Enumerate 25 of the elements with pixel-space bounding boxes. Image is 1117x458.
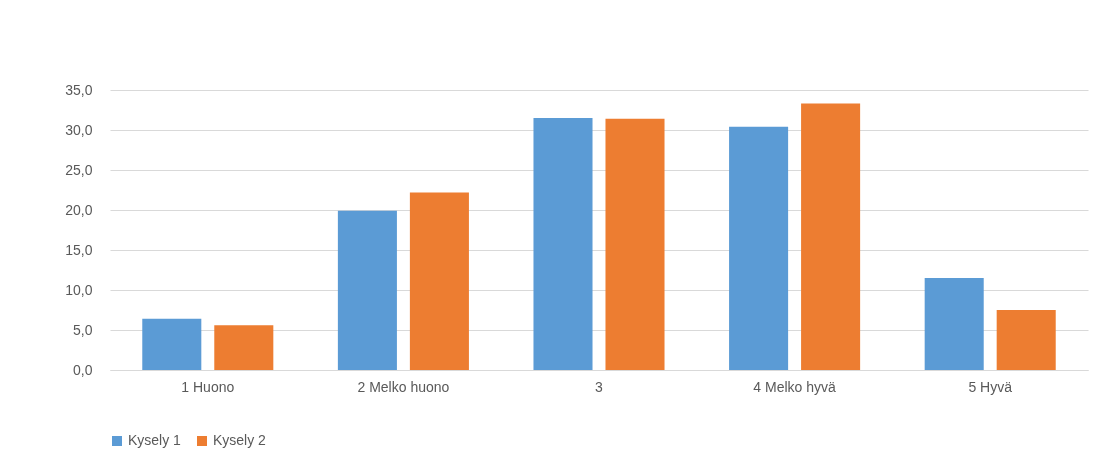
bar [214, 325, 274, 370]
y-tick-label: 5,0 [73, 321, 93, 338]
legend-label: Kysely 1 [128, 432, 182, 448]
y-tick-label: 20,0 [65, 201, 93, 218]
bar [409, 192, 469, 370]
bar [605, 118, 665, 370]
x-tick-label: 1 Huono [181, 378, 235, 395]
y-tick-label: 0,0 [73, 361, 93, 378]
bar [729, 126, 789, 370]
y-tick-label: 15,0 [65, 241, 93, 258]
legend-label: Kysely 2 [213, 432, 267, 448]
y-tick-label: 35,0 [65, 81, 93, 98]
x-tick-label: 5 Hyvä [968, 378, 1013, 395]
x-tick-label: 3 [595, 378, 604, 395]
bar [924, 278, 984, 370]
y-tick-label: 30,0 [65, 121, 93, 138]
bar [533, 118, 593, 370]
bar [996, 310, 1056, 370]
x-tick-label: 2 Melko huono [357, 378, 450, 395]
y-tick-label: 10,0 [65, 281, 93, 298]
x-tick-label: 4 Melko hyvä [753, 378, 837, 395]
bar [337, 210, 397, 370]
bar [801, 103, 861, 370]
bar [142, 318, 202, 370]
y-tick-label: 25,0 [65, 161, 93, 178]
